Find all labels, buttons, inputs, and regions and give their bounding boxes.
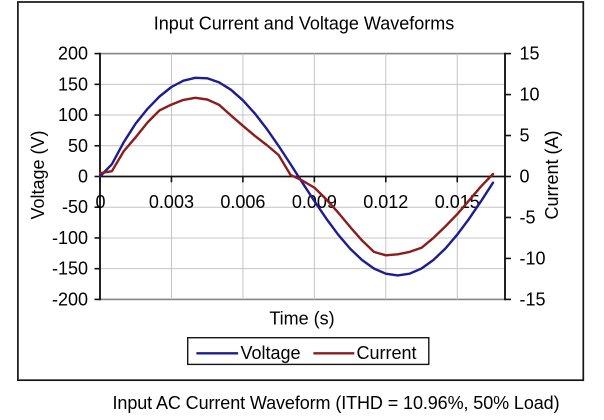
svg-text:150: 150 (58, 74, 88, 94)
svg-text:Time (s): Time (s) (269, 309, 334, 329)
svg-text:-10: -10 (520, 248, 546, 268)
svg-text:15: 15 (520, 44, 540, 64)
svg-text:Current: Current (357, 343, 417, 363)
svg-text:-200: -200 (52, 289, 88, 309)
svg-text:Voltage (V): Voltage (V) (28, 130, 48, 219)
svg-text:10: 10 (520, 85, 540, 105)
svg-text:0.003: 0.003 (149, 192, 194, 212)
svg-text:-15: -15 (520, 289, 546, 309)
svg-text:0.012: 0.012 (363, 192, 408, 212)
svg-text:Input AC Current Waveform (ITH: Input AC Current Waveform (ITHD = 10.96%… (113, 393, 560, 413)
svg-text:-5: -5 (520, 208, 536, 228)
svg-text:Current (A): Current (A) (542, 130, 562, 219)
svg-text:-50: -50 (62, 197, 88, 217)
svg-text:0.006: 0.006 (220, 192, 265, 212)
svg-text:0: 0 (520, 167, 530, 187)
svg-text:100: 100 (58, 105, 88, 125)
svg-text:Voltage: Voltage (241, 343, 301, 363)
svg-text:50: 50 (68, 136, 88, 156)
svg-text:-100: -100 (52, 228, 88, 248)
svg-text:-150: -150 (52, 259, 88, 279)
svg-text:0: 0 (78, 167, 88, 187)
svg-text:200: 200 (58, 44, 88, 64)
svg-text:0.015: 0.015 (435, 192, 480, 212)
svg-text:Input Current and Voltage Wave: Input Current and Voltage Waveforms (154, 14, 455, 34)
svg-text:0: 0 (95, 192, 105, 212)
svg-text:5: 5 (520, 126, 530, 146)
